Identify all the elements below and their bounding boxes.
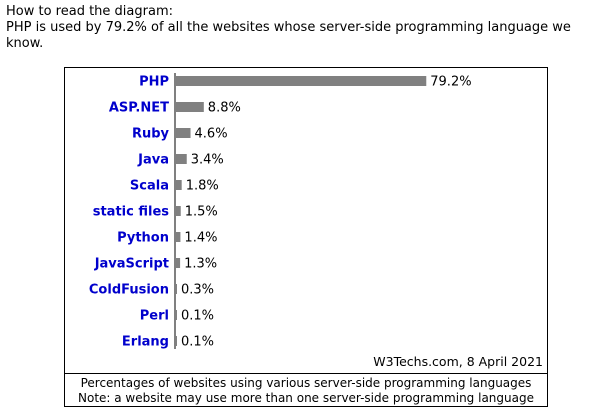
value-label-java: 3.4%	[191, 153, 224, 168]
caption-line-1: Percentages of websites using various se…	[80, 376, 532, 390]
value-label-ruby: 4.6%	[195, 127, 228, 142]
bar-javascript	[176, 258, 181, 268]
bar-chart: PHP 79.2% ASP.NET 8.8% Ruby 4.6% Java 3.4% Scala…	[89, 73, 472, 350]
category-label-coldfusion[interactable]: ColdFusion	[89, 283, 169, 298]
caption-line-2: Note: a website may use more than one se…	[78, 391, 534, 405]
value-label-javascript: 1.3%	[184, 257, 217, 272]
category-label-python[interactable]: Python	[117, 231, 169, 246]
category-label-perl[interactable]: Perl	[140, 309, 169, 324]
category-label-java[interactable]: Java	[137, 153, 169, 168]
value-label-static-files: 1.5%	[185, 205, 218, 220]
category-label-javascript[interactable]: JavaScript	[94, 257, 169, 272]
bar-perl	[176, 310, 177, 320]
intro-text: How to read the diagram: PHP is used by …	[6, 4, 584, 52]
bar-static-files	[176, 206, 181, 216]
value-label-coldfusion: 0.3%	[181, 283, 214, 298]
bar-python	[176, 232, 181, 242]
bar-php	[176, 76, 427, 86]
category-label-erlang[interactable]: Erlang	[122, 335, 169, 350]
value-label-perl: 0.1%	[181, 309, 214, 324]
chart-caption: Percentages of websites using various se…	[65, 373, 547, 406]
category-label-php[interactable]: PHP	[139, 75, 169, 90]
value-label-scala: 1.8%	[186, 179, 219, 194]
category-label-static-files[interactable]: static files	[93, 205, 170, 220]
value-label-asp-net: 8.8%	[208, 101, 241, 116]
value-label-php: 79.2%	[430, 75, 471, 90]
value-label-python: 1.4%	[184, 231, 217, 246]
intro-description: PHP is used by 79.2% of all the websites…	[6, 20, 571, 51]
bar-java	[176, 154, 187, 164]
source-credit: W3Techs.com, 8 April 2021	[373, 354, 543, 369]
value-label-erlang: 0.1%	[181, 335, 214, 350]
chart-area: PHP 79.2% ASP.NET 8.8% Ruby 4.6% Java 3.4% Scala…	[65, 68, 547, 373]
intro-heading: How to read the diagram:	[6, 4, 173, 19]
bar-coldfusion	[176, 284, 177, 294]
bar-asp-net	[176, 102, 204, 112]
chart-frame: PHP 79.2% ASP.NET 8.8% Ruby 4.6% Java 3.4% Scala…	[64, 67, 548, 407]
category-label-asp-net[interactable]: ASP.NET	[109, 101, 169, 116]
bar-erlang	[176, 336, 177, 346]
category-label-ruby[interactable]: Ruby	[132, 127, 170, 142]
category-label-scala[interactable]: Scala	[130, 179, 169, 194]
bar-scala	[176, 180, 182, 190]
bar-ruby	[176, 128, 191, 138]
